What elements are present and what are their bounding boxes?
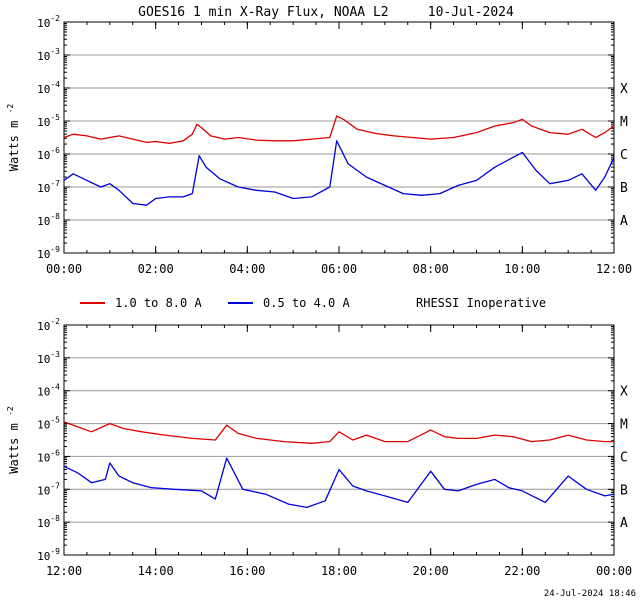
y-tick-label: 10-9 — [37, 245, 60, 261]
x-tick-label: 04:00 — [229, 262, 265, 276]
y-tick-label: 10-2 — [37, 14, 60, 30]
series-line-short — [63, 140, 615, 206]
series-line-short — [63, 457, 615, 509]
x-tick-label: 12:00 — [596, 262, 632, 276]
footer-timestamp: 24-Jul-2024 18:46 — [544, 589, 636, 599]
x-tick-label: 10:00 — [504, 262, 540, 276]
flare-class-label: M — [620, 418, 628, 433]
x-tick-label: 08:00 — [413, 262, 449, 276]
x-tick-label: 20:00 — [413, 564, 449, 578]
flare-class-label: B — [620, 181, 628, 196]
plot-frame — [63, 21, 615, 254]
x-tick-label: 02:00 — [138, 262, 174, 276]
plot-frame — [63, 324, 615, 556]
flare-class-label: C — [620, 450, 628, 465]
x-tick-label: 00:00 — [596, 564, 632, 578]
x-tick-label: 16:00 — [229, 564, 265, 578]
x-tick-label: 12:00 — [46, 564, 82, 578]
legend: 1.0 to 8.0 A 0.5 to 4.0 A RHESSI Inopera… — [80, 296, 546, 310]
flare-class-label: C — [620, 148, 628, 163]
top-panel: 10-9 10-8 10-7 10-6 10-5 10-4 10-3 10-2 00:00 02:… — [6, 14, 632, 276]
y-tick-label: 10-5 — [37, 416, 60, 432]
x-tick-label: 22:00 — [504, 564, 540, 578]
series-line-long — [63, 421, 614, 444]
legend-label-short: 0.5 to 4.0 A — [263, 296, 350, 310]
y-tick-label: 10-6 — [37, 448, 60, 464]
flare-class-label: X — [620, 385, 628, 400]
y-tick-label: 10-3 — [37, 47, 60, 63]
x-tick-label: 00:00 — [46, 262, 82, 276]
status-note: RHESSI Inoperative — [416, 296, 546, 310]
y-tick-label: 10-3 — [37, 350, 60, 366]
y-tick-label: 10-8 — [37, 514, 60, 530]
flare-class-label: X — [620, 82, 628, 97]
y-tick-label: 10-8 — [37, 212, 60, 228]
y-tick-label: 10-4 — [37, 80, 60, 96]
chart-title: GOES16 1 min X-Ray Flux, NOAA L2 10-Jul-… — [138, 5, 514, 20]
y-tick-label: 10-5 — [37, 113, 60, 129]
y-tick-label: 10-6 — [37, 146, 60, 162]
y-tick-label: 10-7 — [37, 481, 60, 497]
flare-class-label: B — [620, 483, 628, 498]
y-axis-title: Watts m -2 — [6, 104, 21, 172]
y-tick-label: 10-4 — [37, 383, 60, 399]
y-tick-label: 10-9 — [37, 547, 60, 563]
x-tick-label: 06:00 — [321, 262, 357, 276]
series-line-long — [63, 115, 615, 145]
flare-class-label: A — [620, 214, 628, 229]
legend-label-long: 1.0 to 8.0 A — [115, 296, 202, 310]
y-tick-label: 10-7 — [37, 179, 60, 195]
flare-class-label: A — [620, 516, 628, 531]
x-tick-label: 18:00 — [321, 564, 357, 578]
bottom-panel: 10-9 10-8 10-7 10-6 10-5 10-4 10-3 10-2 12:00 14:… — [6, 317, 632, 578]
y-tick-label: 10-2 — [37, 317, 60, 333]
y-axis-title: Watts m -2 — [6, 406, 21, 474]
flare-class-label: M — [620, 115, 628, 130]
x-tick-label: 14:00 — [138, 564, 174, 578]
